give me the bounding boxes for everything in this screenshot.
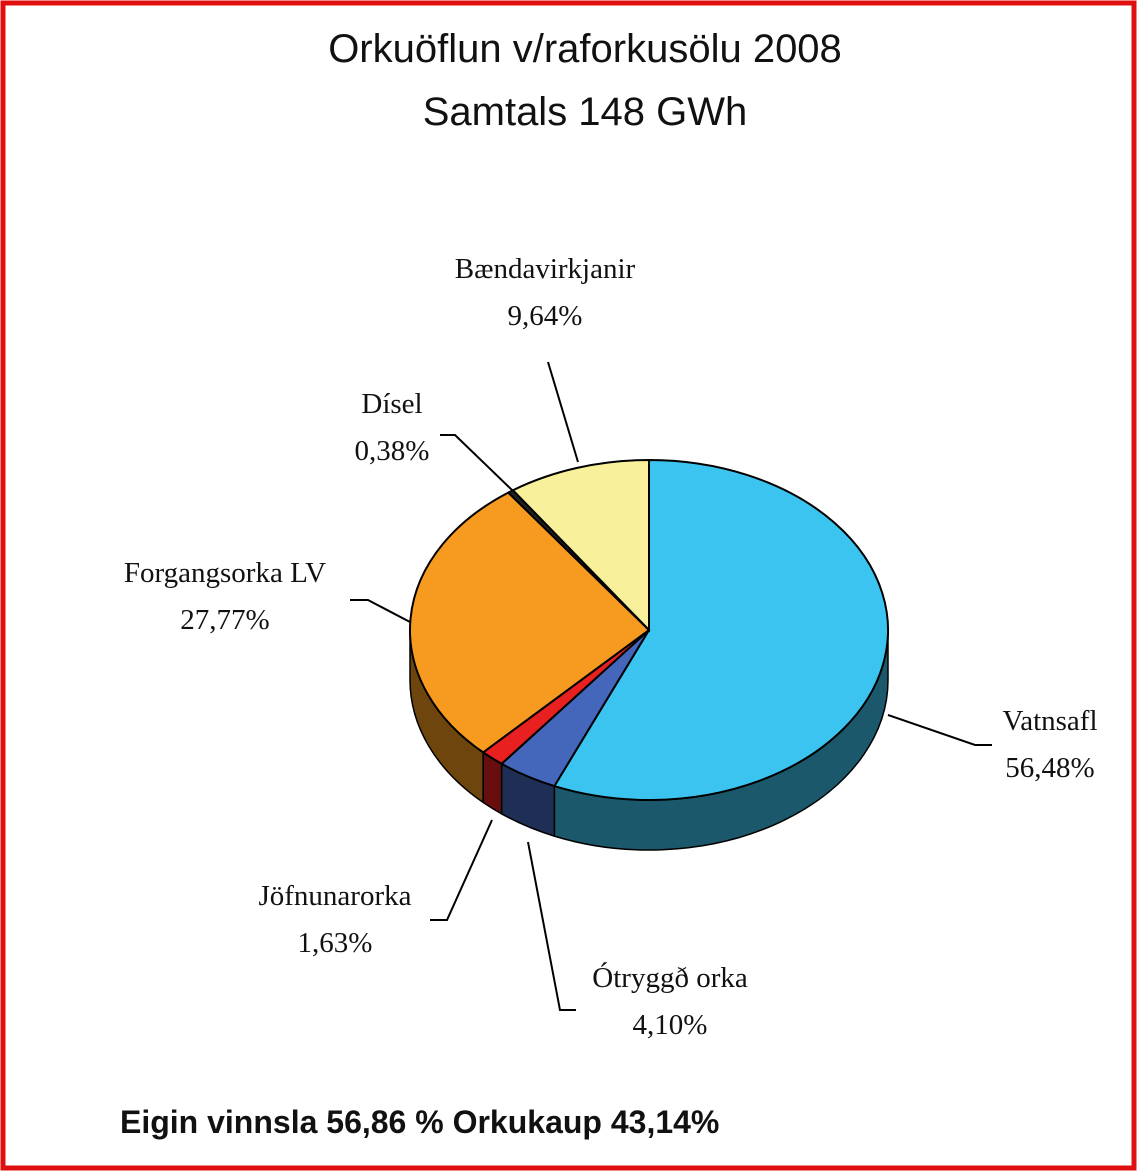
pie-slice bbox=[511, 458, 650, 633]
slice-label: Bændavirkjanir bbox=[455, 253, 636, 285]
leader-line bbox=[350, 599, 411, 623]
leader-line bbox=[527, 841, 576, 1011]
footnote: Eigin vinnsla 56,86 % Orkukaup 43,14% bbox=[120, 1104, 719, 1140]
chart-subtitle: Samtals 148 GWh bbox=[423, 90, 748, 134]
slice-label: Dísel bbox=[361, 388, 422, 420]
slice-label: Forgangsorka LV bbox=[124, 557, 326, 589]
slice-label: Ótryggð orka bbox=[592, 961, 748, 994]
leader-line bbox=[547, 361, 579, 463]
pie-slice bbox=[552, 458, 889, 801]
slice-value-label: 4,10% bbox=[633, 1009, 708, 1041]
chart-title: Orkuöflun v/raforkusölu 2008 bbox=[328, 27, 842, 71]
slice-label: Vatnsafl bbox=[1002, 705, 1097, 737]
slice-label: Jöfnunarorka bbox=[258, 880, 411, 912]
slice-value-label: 27,77% bbox=[180, 604, 269, 636]
slice-value-label: 56,48% bbox=[1005, 752, 1094, 784]
leader-line bbox=[440, 434, 513, 491]
slice-value-label: 1,63% bbox=[298, 927, 373, 959]
leader-line bbox=[887, 714, 992, 746]
slice-value-label: 0,38% bbox=[355, 435, 430, 467]
leader-line bbox=[430, 819, 493, 921]
pie-slice bbox=[409, 491, 651, 754]
slice-value-label: 9,64% bbox=[508, 300, 583, 332]
